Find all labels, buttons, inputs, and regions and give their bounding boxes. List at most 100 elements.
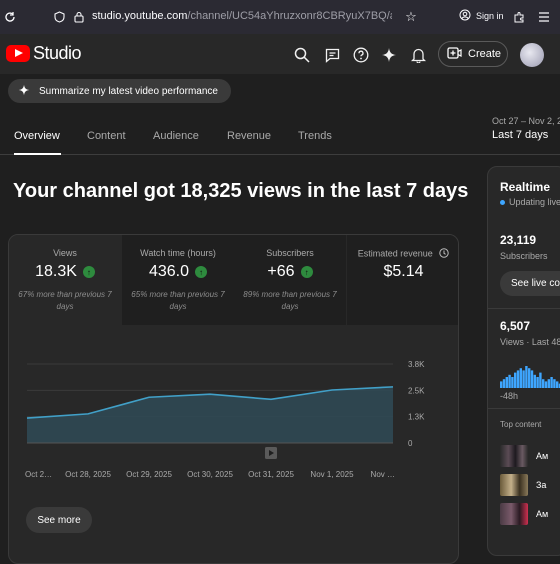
video-thumbnail [500,503,528,525]
date-period-select[interactable]: Last 7 days [492,129,548,141]
browser-sign-in-button[interactable]: Sign in [459,9,504,23]
metric-comparison: 89% more than previous 7 days [240,289,340,313]
realtime-bar [542,379,544,388]
browser-toolbar: studio.youtube.com/channel/UC54aYhruzxon… [0,0,560,34]
metric-comparison: 67% more than previous 7 days [15,289,115,313]
metric-label: Estimated revenue [358,248,433,258]
top-content-item[interactable]: Ам [500,445,560,467]
realtime-bar [522,370,524,388]
notifications-bell-icon[interactable] [409,46,427,64]
realtime-bar [520,368,522,388]
realtime-card: Realtime Updating live 23,119 Subscriber… [487,166,560,556]
realtime-bar [514,373,516,388]
metric-value: $5.14 [383,263,423,281]
menu-icon[interactable] [537,10,551,24]
y-tick-label: 0 [408,439,413,448]
metric-comparison: 65% more than previous 7 days [128,289,228,313]
tab-content[interactable]: Content [87,130,126,142]
divider [488,308,560,309]
add-video-icon [447,47,462,62]
info-icon[interactable] [439,248,449,260]
realtime-status: Updating live [500,197,560,207]
x-tick-label: Oct 2… [25,470,52,479]
arrow-up-icon: ↑ [195,266,207,278]
realtime-bar [536,377,538,388]
realtime-bar [550,377,552,388]
sparkle-icon[interactable] [380,46,398,64]
feedback-icon[interactable] [323,46,341,64]
realtime-bar [508,375,510,388]
create-label: Create [468,48,501,60]
metric-watch-time[interactable]: Watch time (hours) 436.0↑ 65% more than … [122,235,234,325]
metric-value-row: 436.0↑ [122,263,234,281]
tab-revenue[interactable]: Revenue [227,130,271,142]
metric-views[interactable]: Views 18.3K↑ 67% more than previous 7 da… [9,235,121,325]
see-live-count-button[interactable]: See live co [500,271,560,296]
realtime-views-bars [500,364,560,388]
metric-estimated-revenue[interactable]: Estimated revenue $5.14 [347,235,459,325]
realtime-bar [503,379,505,388]
site-info-icon[interactable] [52,10,66,24]
sparkle-icon [18,84,30,99]
summarize-performance-chip[interactable]: Summarize my latest video performance [8,79,231,103]
x-tick-label: Nov 1, 2025 [310,470,354,479]
metric-value: 18.3K [35,263,77,281]
realtime-bar [556,381,558,388]
tab-overview[interactable]: Overview [14,130,60,142]
realtime-subscribers-label: Subscribers [500,251,548,261]
date-range[interactable]: Oct 27 – Nov 2, 2 [492,116,560,126]
y-tick-label: 3.8K [408,360,425,369]
bars-axis-label: -48h [500,391,518,401]
realtime-bar [553,379,555,388]
bookmark-star-icon[interactable]: ☆ [404,10,418,24]
realtime-title: Realtime [500,180,550,194]
realtime-bar [534,375,536,388]
search-icon[interactable] [293,46,311,64]
top-content-item[interactable]: Ам [500,503,560,525]
realtime-bar [525,366,527,388]
page-headline: Your channel got 18,325 views in the las… [13,180,468,203]
top-content-heading: Top content [500,420,541,429]
extensions-icon[interactable] [512,10,526,24]
realtime-bar [539,373,541,388]
metric-value: +66 [267,263,294,281]
video-thumbnail [500,445,528,467]
metric-value-row: +66↑ [234,263,346,281]
realtime-bar [500,381,502,388]
help-icon[interactable] [352,46,370,64]
see-more-button[interactable]: See more [26,507,92,533]
lock-icon[interactable] [72,10,86,24]
x-tick-label: Oct 28, 2025 [65,470,111,479]
account-avatar[interactable] [520,43,544,67]
x-tick-label: Oct 31, 2025 [248,470,294,479]
realtime-bar [531,370,533,388]
top-content-item[interactable]: За [500,474,560,496]
realtime-bar [548,379,550,388]
address-bar[interactable]: studio.youtube.com/channel/UC54aYhruzxon… [92,10,392,22]
studio-logo[interactable]: Studio [6,43,81,64]
y-tick-label: 2.5K [408,386,425,395]
reload-icon[interactable] [3,10,17,24]
metric-subscribers[interactable]: Subscribers +66↑ 89% more than previous … [234,235,346,325]
video-title: Ам [536,509,548,519]
video-thumbnail [500,474,528,496]
youtube-play-icon [6,45,30,62]
create-button[interactable]: Create [438,41,508,67]
sign-in-label: Sign in [476,11,504,21]
account-circle-icon [459,9,471,23]
live-dot-icon [500,200,505,205]
video-title: За [536,480,546,490]
tab-audience[interactable]: Audience [153,130,199,142]
logo-text: Studio [33,43,81,64]
realtime-bar [517,370,519,388]
x-tick-label: Oct 29, 2025 [126,470,172,479]
x-tick-label: Nov … [371,470,395,479]
tab-trends[interactable]: Trends [298,130,332,142]
metric-value-row: 18.3K↑ [9,263,121,281]
metric-label: Views [9,248,121,258]
realtime-bar [528,368,530,388]
realtime-bar [506,377,508,388]
realtime-subscribers-value: 23,119 [500,233,536,247]
metric-label: Subscribers [234,248,346,258]
